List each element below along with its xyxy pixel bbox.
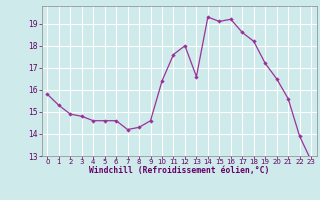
X-axis label: Windchill (Refroidissement éolien,°C): Windchill (Refroidissement éolien,°C) (89, 166, 269, 175)
